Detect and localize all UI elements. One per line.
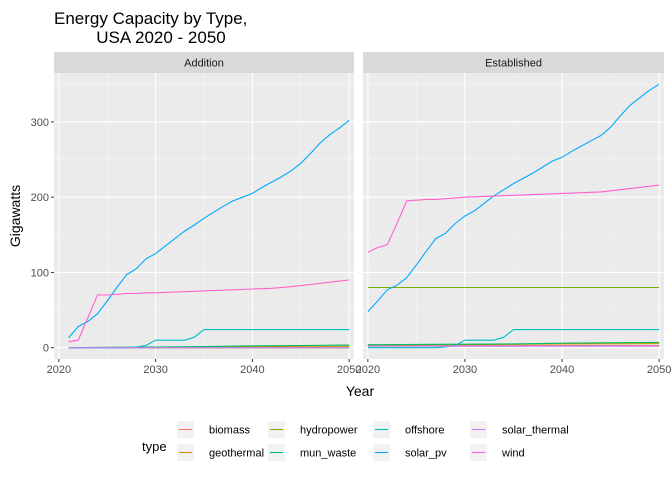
- facet-strip-label: Established: [485, 58, 542, 70]
- series-line-wind: [68, 279, 350, 343]
- x-tick-label: 2020: [356, 364, 380, 376]
- series-line-wind: [367, 184, 660, 253]
- legend-item-hydropower: hydropower: [268, 421, 358, 438]
- series-line-offshore: [68, 329, 350, 349]
- legend-label: biomass: [209, 425, 250, 437]
- legend-item-solar_thermal: solar_thermal: [470, 421, 569, 438]
- y-axis-title: Gigawatts: [7, 185, 23, 247]
- legend-title: type: [142, 439, 167, 454]
- y-tick-label: 100: [31, 267, 49, 279]
- chart-title-line-1: Energy Capacity by Type,: [54, 9, 247, 28]
- legend: type biomass geothermal hydropower mun_wast…: [142, 421, 569, 461]
- legend-label: wind: [501, 448, 525, 460]
- facet-panels: Addition 2020 2030 2040 2050 0 100 200 300 Establ…: [31, 52, 671, 376]
- legend-item-offshore: offshore: [373, 421, 445, 438]
- series-line-solar_pv: [68, 119, 350, 339]
- legend-item-geothermal: geothermal: [177, 444, 264, 461]
- facet-strip-label: Addition: [184, 58, 224, 70]
- x-tick-label: 2050: [647, 364, 671, 376]
- legend-item-solar_pv: solar_pv: [373, 444, 447, 461]
- x-tick-label: 2030: [143, 364, 167, 376]
- x-tick-label: 2040: [550, 364, 574, 376]
- y-tick-label: 0: [43, 343, 49, 355]
- chart-title-line-2: USA 2020 - 2050: [96, 28, 225, 47]
- x-tick-label: 2030: [453, 364, 477, 376]
- facet-strip: [363, 52, 664, 73]
- series-line-mun_waste: [367, 341, 660, 346]
- legend-label: mun_waste: [300, 448, 356, 460]
- x-axis-title: Year: [346, 383, 375, 399]
- x-tick-label: 2040: [240, 364, 264, 376]
- legend-label: solar_thermal: [502, 425, 569, 437]
- legend-item-wind: wind: [470, 444, 525, 461]
- legend-label: hydropower: [300, 425, 358, 437]
- legend-item-biomass: biomass: [177, 421, 250, 438]
- legend-label: geothermal: [209, 448, 264, 460]
- legend-label: offshore: [405, 425, 445, 437]
- series-line-solar_pv: [367, 83, 660, 312]
- legend-label: solar_pv: [405, 448, 447, 460]
- x-tick-label: 2020: [47, 364, 71, 376]
- y-tick-label: 300: [31, 117, 49, 129]
- y-tick-label: 200: [31, 192, 49, 204]
- panel-established: Established 2020 2030 2040 2050: [356, 52, 671, 376]
- facet-strip: [54, 52, 354, 73]
- x-tick-label: 2050: [337, 364, 361, 376]
- series-line-offshore: [367, 329, 660, 349]
- legend-item-mun_waste: mun_waste: [268, 444, 356, 461]
- panel-addition: Addition 2020 2030 2040 2050 0 100 200 300: [31, 52, 361, 376]
